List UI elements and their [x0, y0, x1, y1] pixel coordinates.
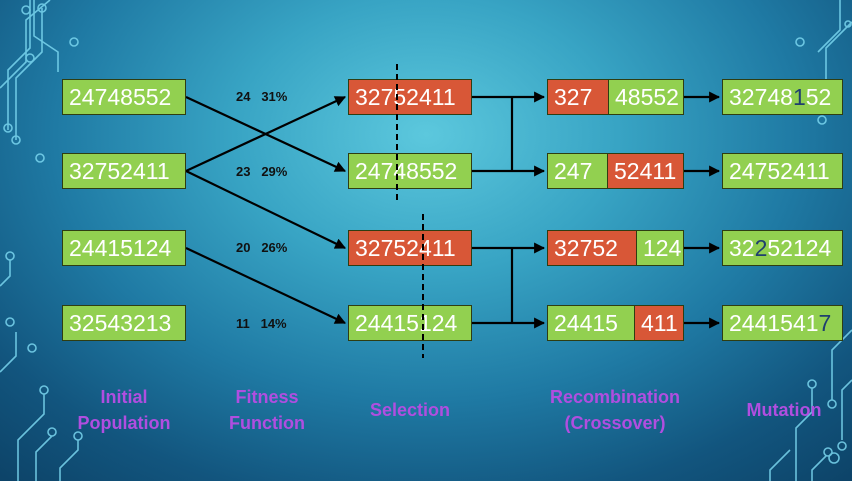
label-line: (Crossover) — [564, 413, 666, 433]
label-selection: Selection — [348, 397, 472, 423]
selection-box-3: 32752411 — [348, 230, 472, 266]
arrow-pop3-to-sel4 — [185, 247, 346, 324]
label-line: Initial — [100, 387, 148, 407]
fitness-score: 24 — [236, 89, 251, 104]
mutation-value: 2441541 7 — [723, 306, 842, 340]
mutation-suffix: 52124 — [767, 234, 832, 261]
fitness-row-3: 20 26% — [236, 240, 287, 255]
mutated-digit: 1 — [792, 83, 806, 110]
crossover-box-1: 327 48552 — [547, 79, 684, 115]
selection-box-1: 32752411 — [348, 79, 472, 115]
fitness-row-4: 11 14% — [236, 316, 287, 331]
mutated-digit: 7 — [818, 309, 832, 336]
crossover-right: 48552 — [608, 80, 683, 114]
label-line: Population — [77, 413, 171, 433]
selection-box-4: 24415124 — [348, 305, 472, 341]
label-recombination: Recombination (Crossover) — [530, 384, 700, 436]
mutated-digit: 2 — [754, 234, 768, 261]
population-box-1: 24748552 — [62, 79, 186, 115]
arrow-pop2-to-sel3 — [185, 170, 346, 249]
label-line: Fitness — [235, 387, 299, 407]
crossover-right: 124 — [636, 231, 683, 265]
mutation-value: 24752411 — [723, 154, 842, 188]
fitness-row-2: 23 29% — [236, 164, 287, 179]
mutation-box-1: 32748 1 52 — [722, 79, 843, 115]
fitness-score: 11 — [236, 316, 250, 331]
crossover-box-2: 247 52411 — [547, 153, 684, 189]
mutation-value: 32 2 52124 — [723, 231, 842, 265]
fitness-score: 20 — [236, 240, 251, 255]
mutation-box-3: 32 2 52124 — [722, 230, 843, 266]
selection-value: 32752411 — [349, 80, 471, 114]
label-fitness-function: Fitness Function — [210, 384, 324, 436]
crossover-box-3: 32752 124 — [547, 230, 684, 266]
label-initial-population: Initial Population — [62, 384, 186, 436]
population-box-2: 32752411 — [62, 153, 186, 189]
crossover-right: 52411 — [607, 154, 683, 188]
fitness-percent: 14% — [260, 316, 287, 331]
selection-value: 32752411 — [349, 231, 471, 265]
population-value: 32752411 — [63, 154, 185, 188]
population-value: 24748552 — [63, 80, 185, 114]
mutation-suffix: 52 — [805, 83, 832, 110]
population-value: 24415124 — [63, 231, 185, 265]
crossover-right: 411 — [634, 306, 683, 340]
mutation-value: 32748 1 52 — [723, 80, 842, 114]
crossover-left: 327 — [548, 80, 608, 114]
fitness-percent: 26% — [261, 240, 288, 255]
label-line: Function — [229, 413, 305, 433]
crossover-left: 247 — [548, 154, 607, 188]
population-box-3: 24415124 — [62, 230, 186, 266]
population-box-4: 32543213 — [62, 305, 186, 341]
fitness-score: 23 — [236, 164, 251, 179]
mutation-prefix: 2441541 — [729, 309, 819, 336]
selection-value: 24415124 — [349, 306, 471, 340]
fitness-percent: 31% — [261, 89, 288, 104]
arrow-pop2-to-sel1 — [185, 96, 346, 172]
selection-value: 24748552 — [349, 154, 471, 188]
fitness-percent: 29% — [261, 164, 288, 179]
crossover-left: 32752 — [548, 231, 636, 265]
mutation-prefix: 32748 — [729, 83, 793, 110]
mutation-prefix: 32 — [729, 234, 755, 261]
fitness-row-1: 24 31% — [236, 89, 287, 104]
mutation-box-4: 2441541 7 — [722, 305, 843, 341]
crossover-left: 24415 — [548, 306, 634, 340]
label-line: Mutation — [746, 400, 822, 420]
mutation-prefix: 24752411 — [729, 157, 830, 184]
label-line: Recombination — [549, 387, 680, 407]
selection-box-2: 24748552 — [348, 153, 472, 189]
label-line: Selection — [369, 400, 451, 420]
population-value: 32543213 — [63, 306, 185, 340]
mutation-box-2: 24752411 — [722, 153, 843, 189]
label-mutation: Mutation — [728, 397, 840, 423]
crossover-box-4: 24415 411 — [547, 305, 684, 341]
